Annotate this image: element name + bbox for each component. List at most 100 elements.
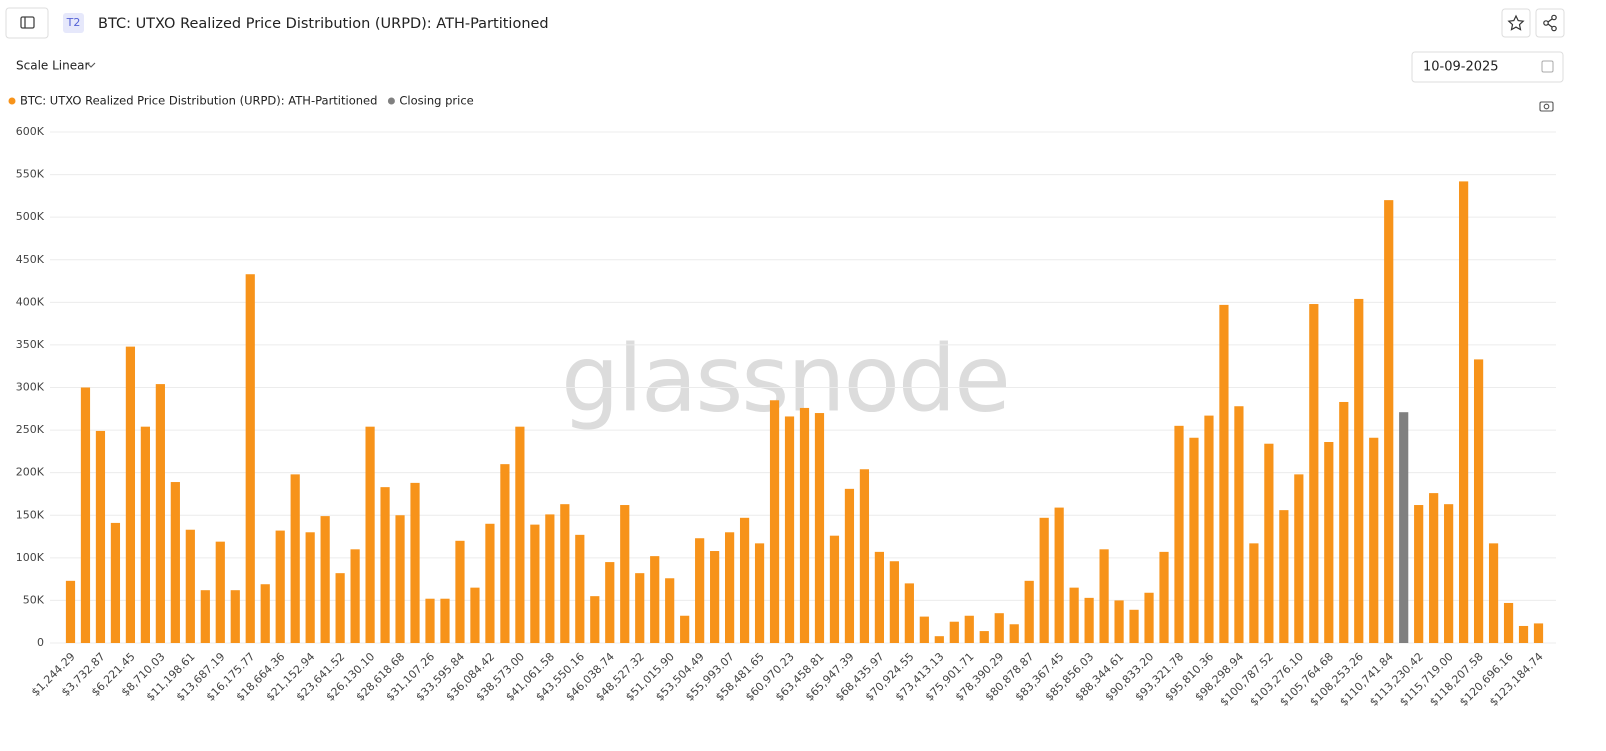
bar [1264, 443, 1274, 643]
sidebar-icon [20, 16, 35, 29]
bar [155, 384, 165, 643]
bar [1249, 543, 1259, 643]
bar [1503, 602, 1514, 643]
bar [1384, 200, 1394, 643]
bar [739, 517, 750, 643]
y-tick-label: 0 [37, 636, 44, 649]
camera-icon[interactable] [1539, 101, 1554, 112]
bar [185, 529, 195, 643]
legend-label: Closing price [399, 94, 473, 108]
bar [710, 551, 720, 643]
y-tick-label: 150K [16, 508, 45, 521]
bar [545, 514, 555, 643]
favorite-button[interactable] [1501, 8, 1531, 38]
bar [470, 587, 480, 643]
bar [290, 474, 300, 643]
bar [979, 631, 989, 643]
bar [1084, 597, 1094, 643]
bar [380, 487, 390, 643]
bar [230, 590, 240, 643]
bar [410, 482, 420, 643]
date-value: 10-09-2025 [1423, 60, 1499, 75]
bar [1459, 181, 1469, 643]
bar [1144, 592, 1154, 643]
badge-bg [63, 13, 84, 33]
bar [605, 562, 615, 643]
bar [814, 413, 825, 643]
y-tick-label: 300K [16, 381, 45, 394]
bar [365, 426, 375, 643]
bar [1159, 551, 1169, 643]
y-tick-label: 250K [16, 423, 45, 436]
bar [859, 469, 870, 643]
sidebar-toggle[interactable] [5, 7, 49, 39]
bar [560, 504, 570, 643]
bar [889, 561, 899, 643]
bar [1129, 609, 1139, 643]
bar [1234, 406, 1244, 643]
bar [575, 534, 585, 643]
bar [844, 488, 855, 643]
bar [1294, 474, 1304, 643]
y-tick-label: 50K [23, 593, 45, 606]
bar [650, 556, 660, 643]
bar [440, 598, 450, 643]
badge: T2 [66, 16, 81, 29]
y-tick-label: 350K [16, 338, 45, 351]
bar [1054, 507, 1064, 643]
bar [305, 532, 315, 643]
legend-label: BTC: UTXO Realized Price Distribution (U… [20, 94, 377, 108]
bar [275, 530, 285, 643]
bar [1099, 549, 1109, 643]
bar [125, 346, 136, 643]
share-button[interactable] [1535, 8, 1565, 38]
scale-select[interactable]: Scale Linear [16, 59, 89, 73]
legend-dot [387, 97, 395, 105]
bar [964, 615, 974, 643]
bar [1533, 623, 1544, 643]
y-tick-label: 500K [16, 210, 45, 223]
y-tick-label: 200K [16, 466, 45, 479]
bar [320, 516, 330, 643]
bar [170, 482, 180, 643]
bar [799, 407, 810, 643]
bar [110, 522, 121, 643]
date-input[interactable] [1411, 51, 1564, 83]
bar [829, 535, 840, 643]
bar [769, 400, 780, 643]
bar [1279, 510, 1289, 643]
bar [904, 583, 914, 643]
x-tick-label: $123,184.74 [1487, 650, 1546, 709]
bar [455, 540, 465, 643]
bar [695, 538, 705, 643]
bar [784, 416, 795, 643]
bar [200, 590, 210, 643]
bar [1518, 625, 1529, 643]
bar [335, 573, 345, 643]
bar [934, 636, 944, 643]
calendar-icon [1541, 60, 1554, 73]
bar [1009, 624, 1019, 643]
bar [1174, 425, 1184, 643]
bar [1488, 543, 1499, 643]
legend-dot [8, 97, 16, 105]
bar [1069, 587, 1079, 643]
bar [1324, 442, 1334, 643]
bar [485, 523, 495, 643]
bar [665, 578, 675, 643]
bar [395, 515, 405, 643]
bar [874, 551, 884, 643]
bar [994, 613, 1004, 643]
bar [1399, 412, 1409, 643]
bar [754, 543, 765, 643]
bar [95, 430, 106, 643]
bar [1114, 600, 1124, 643]
bar [515, 426, 525, 643]
bar [1369, 437, 1379, 643]
y-tick-label: 450K [16, 253, 45, 266]
bar [65, 580, 76, 643]
bar [500, 464, 510, 643]
bar [260, 584, 270, 643]
bar [140, 426, 150, 643]
title: BTC: UTXO Realized Price Distribution (U… [98, 16, 549, 32]
